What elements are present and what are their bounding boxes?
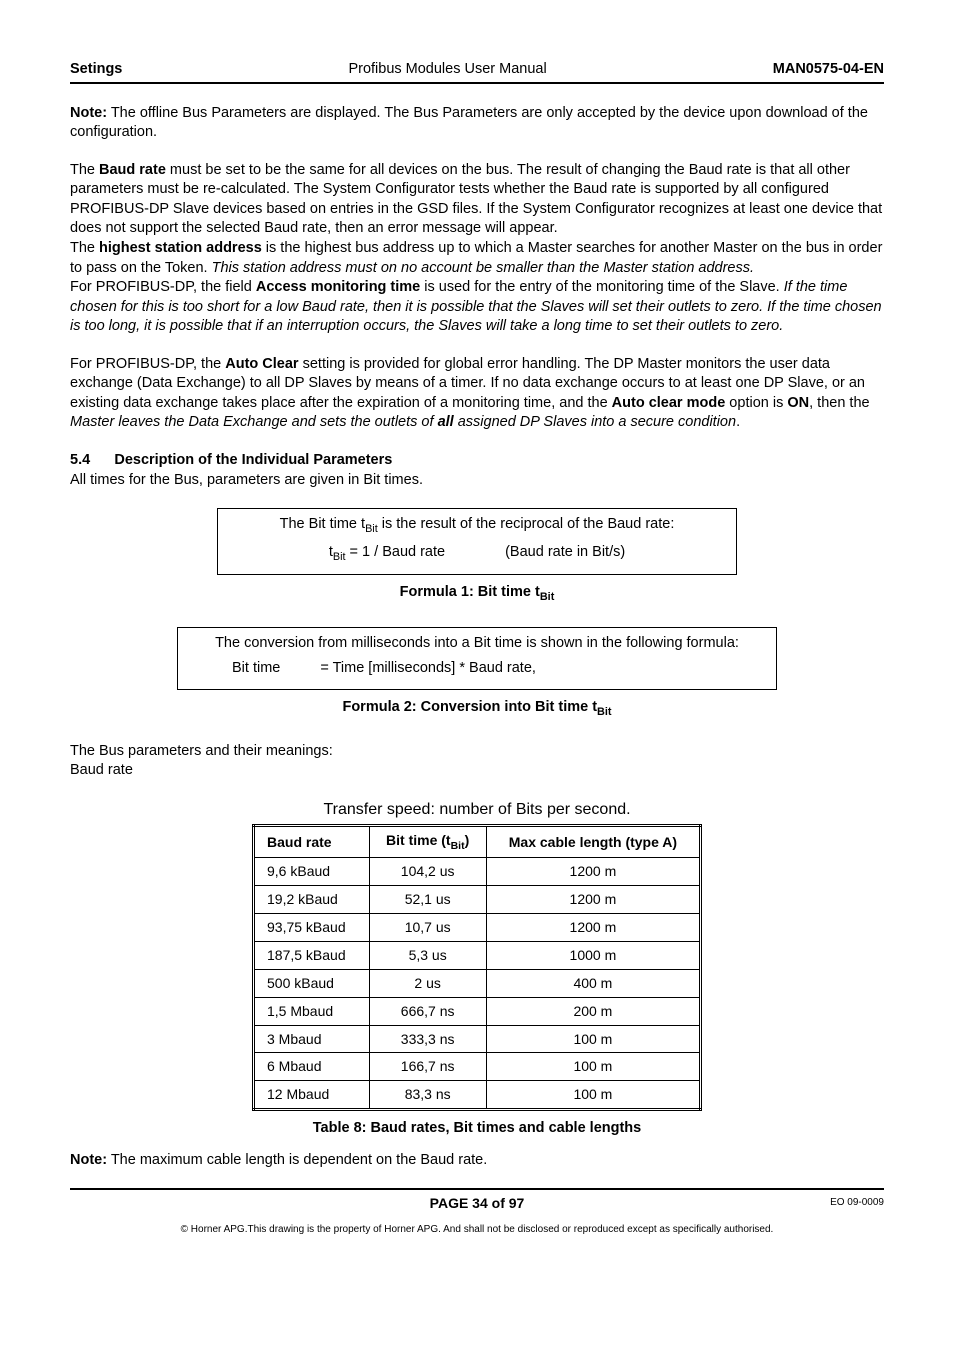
page-footer: PAGE 34 of 97 EO 09-0009 © Horner APG.Th… [70,1188,884,1236]
table-row: 9,6 kBaud104,2 us1200 m [254,858,701,886]
table-cell: 666,7 ns [369,997,486,1025]
para-auto-clear: For PROFIBUS-DP, the Auto Clear setting … [70,355,884,433]
table-cell: 500 kBaud [254,969,370,997]
table-cell: 5,3 us [369,941,486,969]
table-cell: 93,75 kBaud [254,913,370,941]
table-row: 19,2 kBaud52,1 us1200 m [254,886,701,914]
table-row: 93,75 kBaud10,7 us1200 m [254,913,701,941]
col-baud-rate: Baud rate [254,826,370,858]
table-cell: 100 m [486,1053,700,1081]
para-baud-rate: The Baud rate must be set to be the same… [70,161,884,239]
table-cell: 1000 m [486,941,700,969]
formula-2-line2: Bit time = Time [milliseconds] * Baud ra… [192,659,762,679]
table-cell: 200 m [486,997,700,1025]
table-cell: 9,6 kBaud [254,858,370,886]
note-max-cable: Note: The maximum cable length is depend… [70,1151,884,1171]
section-5-4-sub: All times for the Bus, parameters are gi… [70,471,884,491]
footer-page: PAGE 34 of 97 EO 09-0009 [70,1194,884,1213]
note-label: Note: [70,105,107,121]
table-row: 3 Mbaud333,3 ns100 m [254,1025,701,1053]
table-cell: 19,2 kBaud [254,886,370,914]
formula-1-box: The Bit time tBit is the result of the r… [217,508,737,575]
table-row: 6 Mbaud166,7 ns100 m [254,1053,701,1081]
table-cell: 3 Mbaud [254,1025,370,1053]
formula-2-caption: Formula 2: Conversion into Bit time tBit [70,698,884,720]
table-cell: 100 m [486,1081,700,1110]
page-header: Setings Profibus Modules User Manual MAN… [70,60,884,84]
note-text: The offline Bus Parameters are displayed… [70,105,868,141]
table-row: 187,5 kBaud5,3 us1000 m [254,941,701,969]
note-label: Note: [70,1152,107,1168]
table-row: 1,5 Mbaud666,7 ns200 m [254,997,701,1025]
table-row: 500 kBaud2 us400 m [254,969,701,997]
table-cell: 52,1 us [369,886,486,914]
col-max-cable: Max cable length (type A) [486,826,700,858]
footer-eo: EO 09-0009 [830,1196,884,1210]
formula-1-caption: Formula 1: Bit time tBit [70,583,884,605]
table-header-row: Baud rate Bit time (tBit) Max cable leng… [254,826,701,858]
formula-2-line1: The conversion from milliseconds into a … [192,634,762,654]
note-text: The maximum cable length is dependent on… [107,1152,487,1168]
table-cell: 2 us [369,969,486,997]
para-highest-station: The highest station address is the highe… [70,239,884,278]
header-left: Setings [70,60,122,80]
table-row: 12 Mbaud83,3 ns100 m [254,1081,701,1110]
table-cell: 1200 m [486,913,700,941]
header-center: Profibus Modules User Manual [348,60,546,80]
table-cell: 400 m [486,969,700,997]
table-cell: 187,5 kBaud [254,941,370,969]
header-right: MAN0575-04-EN [773,60,884,80]
formula-1-line2: tBit = 1 / Baud rate (Baud rate in Bit/s… [232,543,722,565]
table-cell: 333,3 ns [369,1025,486,1053]
table-cell: 1200 m [486,858,700,886]
footer-copyright: © Horner APG.This drawing is the propert… [70,1223,884,1237]
baud-rate-table: Baud rate Bit time (tBit) Max cable leng… [252,824,702,1111]
formula-1-line1: The Bit time tBit is the result of the r… [232,515,722,537]
baud-rate-label: Baud rate [70,761,884,781]
table-cell: 83,3 ns [369,1081,486,1110]
col-bit-time: Bit time (tBit) [369,826,486,858]
note-offline-params: Note: The offline Bus Parameters are dis… [70,104,884,143]
baud-table-caption-top: Transfer speed: number of Bits per secon… [70,799,884,821]
table-cell: 10,7 us [369,913,486,941]
para-access-monitoring: For PROFIBUS-DP, the field Access monito… [70,278,884,337]
table-cell: 100 m [486,1025,700,1053]
section-5-4-heading: 5.4 Description of the Individual Parame… [70,451,884,471]
table-cell: 12 Mbaud [254,1081,370,1110]
table-cell: 166,7 ns [369,1053,486,1081]
table-cell: 6 Mbaud [254,1053,370,1081]
table-cell: 104,2 us [369,858,486,886]
table-cell: 1,5 Mbaud [254,997,370,1025]
table-cell: 1200 m [486,886,700,914]
bus-params-intro: The Bus parameters and their meanings: [70,742,884,762]
table-8-caption: Table 8: Baud rates, Bit times and cable… [70,1119,884,1139]
formula-2-box: The conversion from milliseconds into a … [177,627,777,690]
